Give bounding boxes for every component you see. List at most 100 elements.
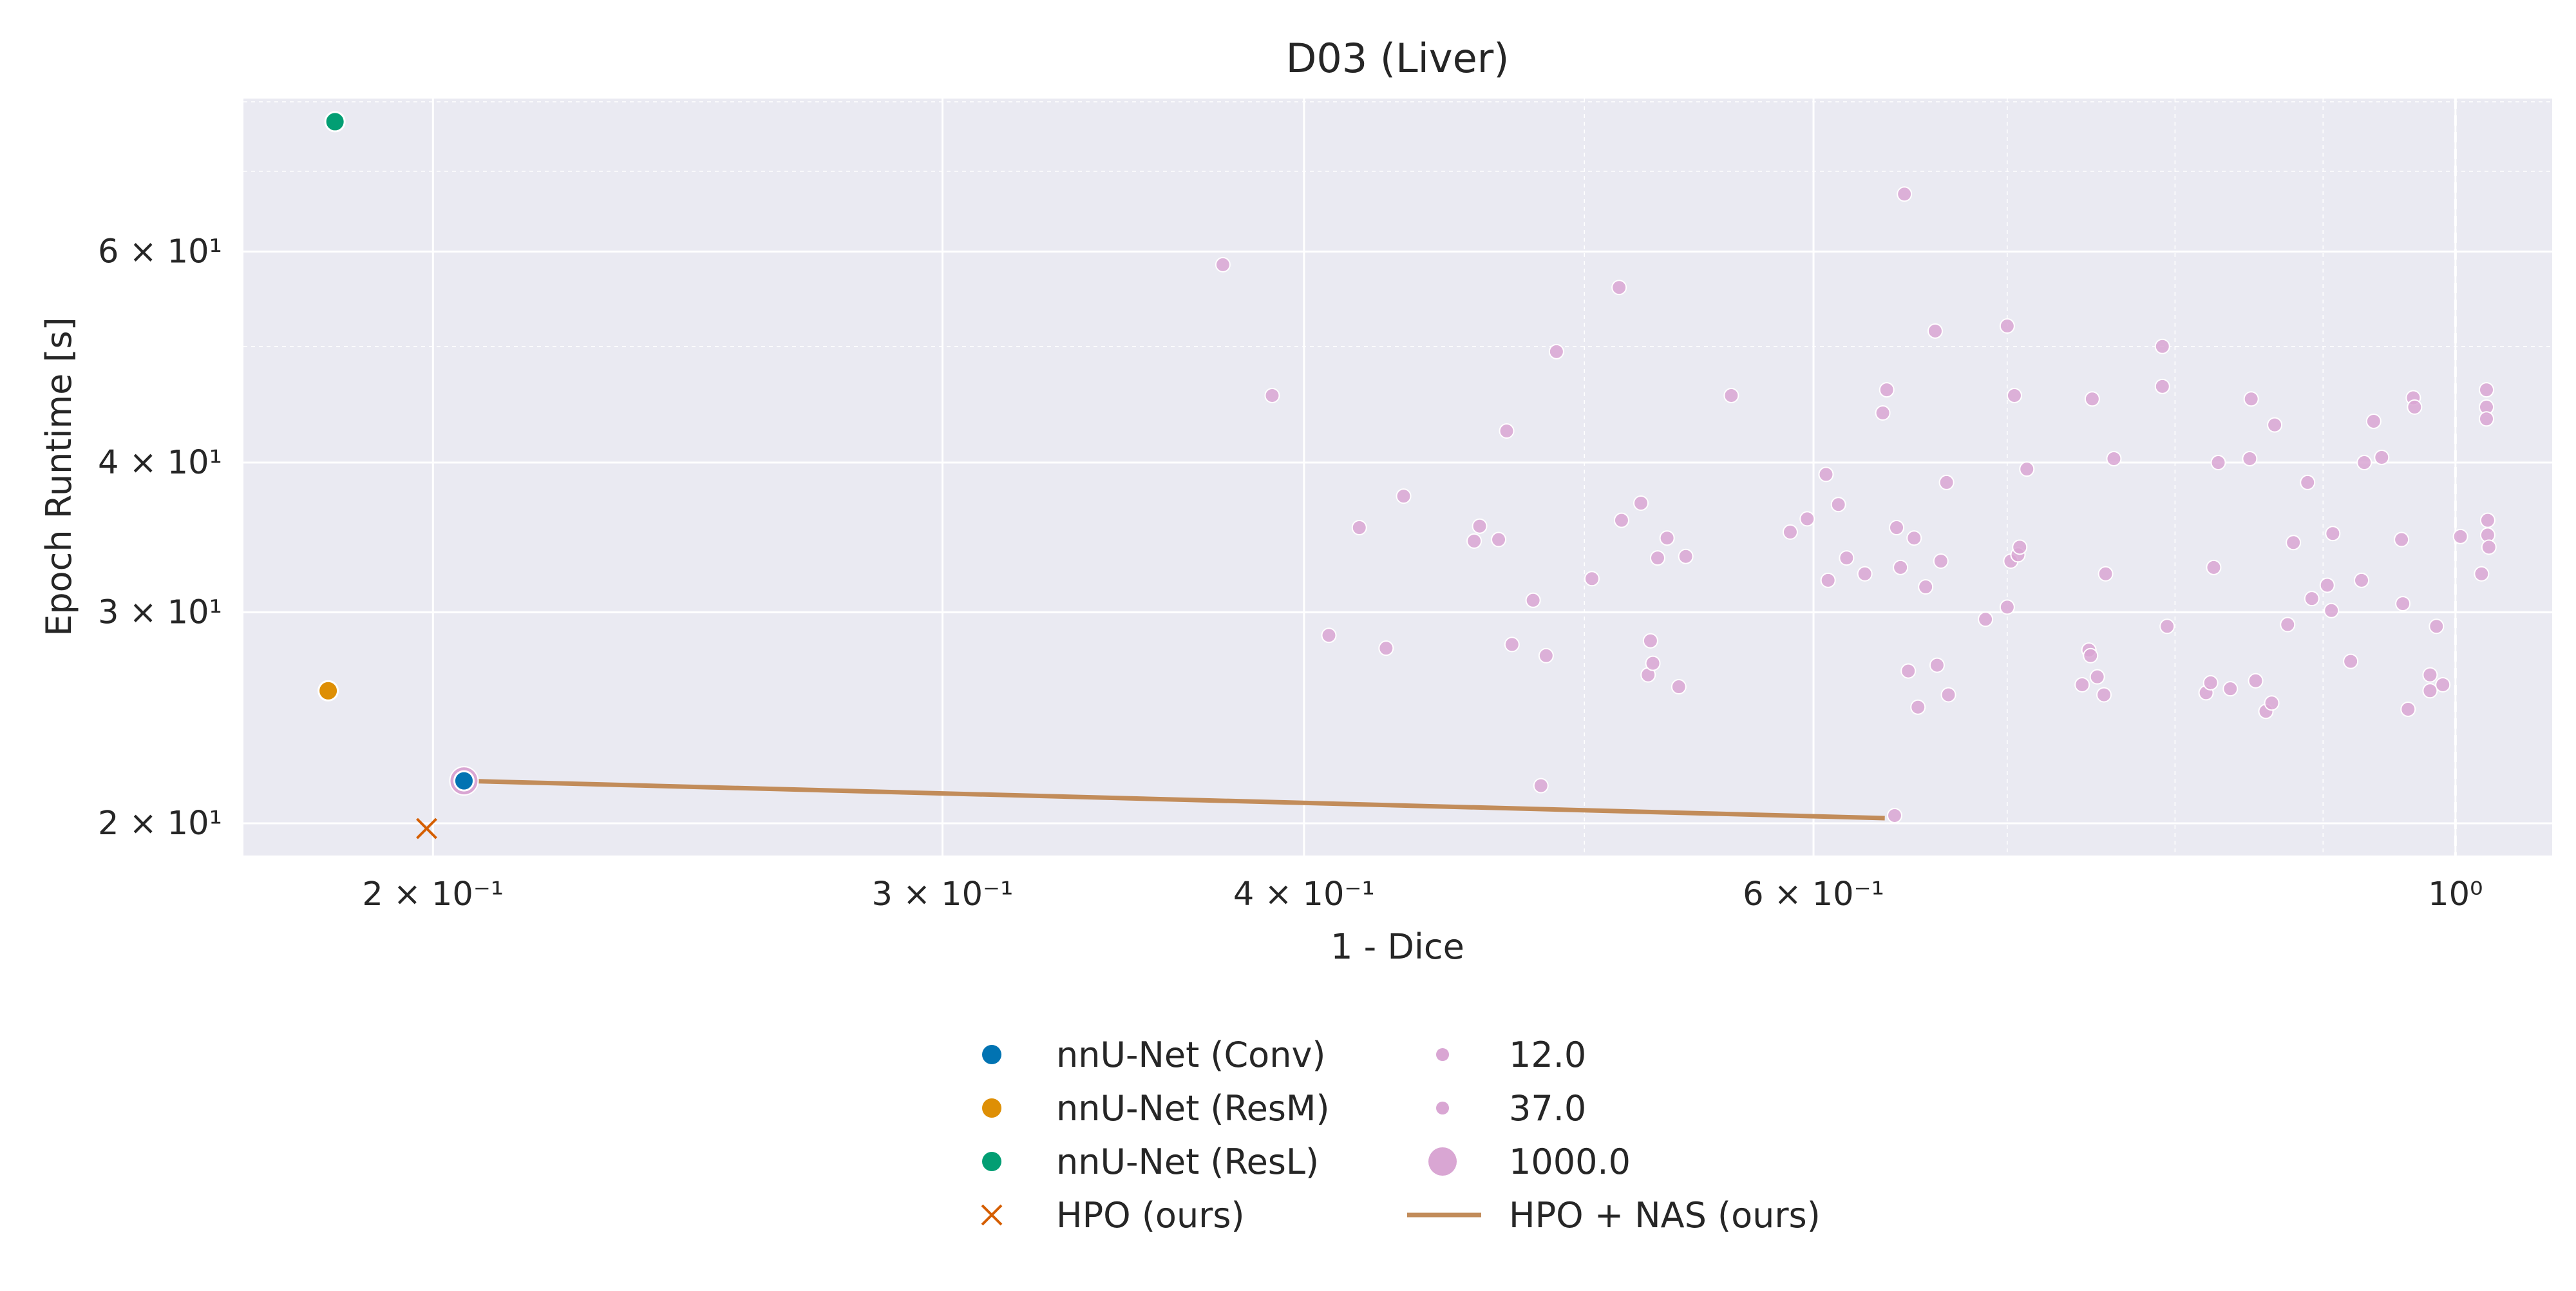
nas-point xyxy=(2300,474,2316,490)
legend-marker xyxy=(981,1204,1003,1226)
nas-point xyxy=(2422,683,2438,699)
baseline-point xyxy=(317,680,339,702)
nas-point xyxy=(2083,647,2099,664)
nas-point xyxy=(1678,548,1694,564)
nas-point xyxy=(1893,559,1909,575)
x-tick-label: 2 × 10⁻¹ xyxy=(362,875,504,913)
legend-marker xyxy=(1428,1147,1457,1176)
legend-marker xyxy=(982,1152,1001,1171)
nas-point xyxy=(2374,449,2390,465)
nas-point xyxy=(2084,391,2100,407)
nas-point xyxy=(2479,382,2495,398)
nas-point xyxy=(1818,466,1834,483)
nas-point xyxy=(2222,681,2239,697)
legend-label: 37.0 xyxy=(1509,1088,1586,1129)
nas-point xyxy=(2154,338,2170,354)
nas-point xyxy=(2242,450,2258,466)
plot-area xyxy=(243,99,2552,856)
nas-point xyxy=(1978,611,1994,627)
nas-point xyxy=(2324,602,2340,618)
nas-point xyxy=(2012,539,2028,555)
nas-point xyxy=(2074,676,2090,693)
pareto-front-line xyxy=(464,778,1885,821)
nas-point xyxy=(1927,323,1943,339)
legend-label: nnU-Net (ResM) xyxy=(1056,1088,1330,1129)
nas-point xyxy=(2243,391,2259,407)
nas-point xyxy=(2435,676,2451,693)
y-tick-label: 3 × 10¹ xyxy=(98,593,222,631)
nas-point xyxy=(1396,488,1412,504)
baseline-point xyxy=(453,770,475,792)
nas-point xyxy=(1264,387,1280,403)
legend-marker xyxy=(1436,1102,1449,1114)
nas-point xyxy=(2407,399,2423,415)
nas-point xyxy=(1642,633,1658,649)
nas-point xyxy=(2098,566,2114,582)
y-tick-label: 6 × 10¹ xyxy=(98,233,222,271)
nas-point xyxy=(1857,566,1873,582)
nas-point xyxy=(1525,592,1541,608)
nas-point xyxy=(2452,528,2468,544)
y-tick-label: 2 × 10¹ xyxy=(98,805,222,843)
nas-point xyxy=(1321,627,1337,644)
nas-point xyxy=(1472,518,1488,534)
nas-point xyxy=(2395,596,2411,612)
nas-point xyxy=(2343,653,2359,669)
nas-point xyxy=(1491,531,1507,548)
nas-point xyxy=(2096,687,2112,703)
x-axis-ticks: 2 × 10⁻¹ 3 × 10⁻¹ 4 × 10⁻¹ 6 × 10⁻¹ 10⁰ xyxy=(362,875,2483,913)
nas-point xyxy=(1839,550,1855,566)
legend-label: nnU-Net (ResL) xyxy=(1056,1142,1319,1182)
legend-marker xyxy=(982,1098,1001,1118)
nas-point xyxy=(2154,378,2170,394)
nas-point xyxy=(1504,636,1520,653)
nas-point xyxy=(2394,531,2410,548)
nas-point xyxy=(1999,599,2015,615)
nas-point xyxy=(2280,617,2296,633)
baseline-point xyxy=(324,111,346,133)
nas-point xyxy=(1918,579,1934,595)
nas-point xyxy=(2206,559,2222,575)
nas-point xyxy=(1938,474,1955,490)
nas-point xyxy=(1897,186,1913,202)
nas-point xyxy=(2400,701,2416,717)
nas-point xyxy=(2365,413,2382,429)
hpo-points xyxy=(416,818,437,839)
nas-point xyxy=(2210,455,2226,471)
nas-point xyxy=(1378,640,1394,656)
x-tick-label: 6 × 10⁻¹ xyxy=(1743,875,1884,913)
nas-point xyxy=(2304,591,2320,607)
nas-point xyxy=(2479,512,2496,528)
nas-points xyxy=(1215,186,2497,823)
nas-point xyxy=(1782,524,1798,540)
nas-point xyxy=(2202,674,2219,691)
nas-point xyxy=(1820,572,1836,588)
nas-point xyxy=(2106,450,2122,466)
nas-point xyxy=(2356,455,2372,471)
nas-point xyxy=(2481,539,2497,555)
nas-point xyxy=(2248,673,2264,689)
legend-label: nnU-Net (Conv) xyxy=(1056,1035,1325,1075)
nas-point xyxy=(1499,423,1515,439)
nas-point xyxy=(1659,530,1675,546)
nas-point xyxy=(2089,669,2105,685)
nas-point xyxy=(1671,679,1687,695)
legend-label: 12.0 xyxy=(1509,1035,1586,1075)
nas-point xyxy=(1875,405,1891,421)
nas-point xyxy=(1538,647,1554,664)
legend-label: HPO (ours) xyxy=(1056,1195,1245,1236)
nas-point xyxy=(1649,550,1665,566)
nas-point xyxy=(1910,699,1926,715)
nas-point xyxy=(1929,657,1945,673)
nas-point xyxy=(1830,497,1846,513)
nas-point xyxy=(2422,667,2438,683)
nas-point xyxy=(1886,807,1902,823)
nas-point xyxy=(1548,343,1564,359)
legend-marker xyxy=(982,1045,1001,1064)
nas-point xyxy=(2159,618,2175,635)
legend-label: HPO + NAS (ours) xyxy=(1509,1195,1821,1236)
nas-point xyxy=(1645,655,1661,671)
x-tick-label: 4 × 10⁻¹ xyxy=(1233,875,1375,913)
